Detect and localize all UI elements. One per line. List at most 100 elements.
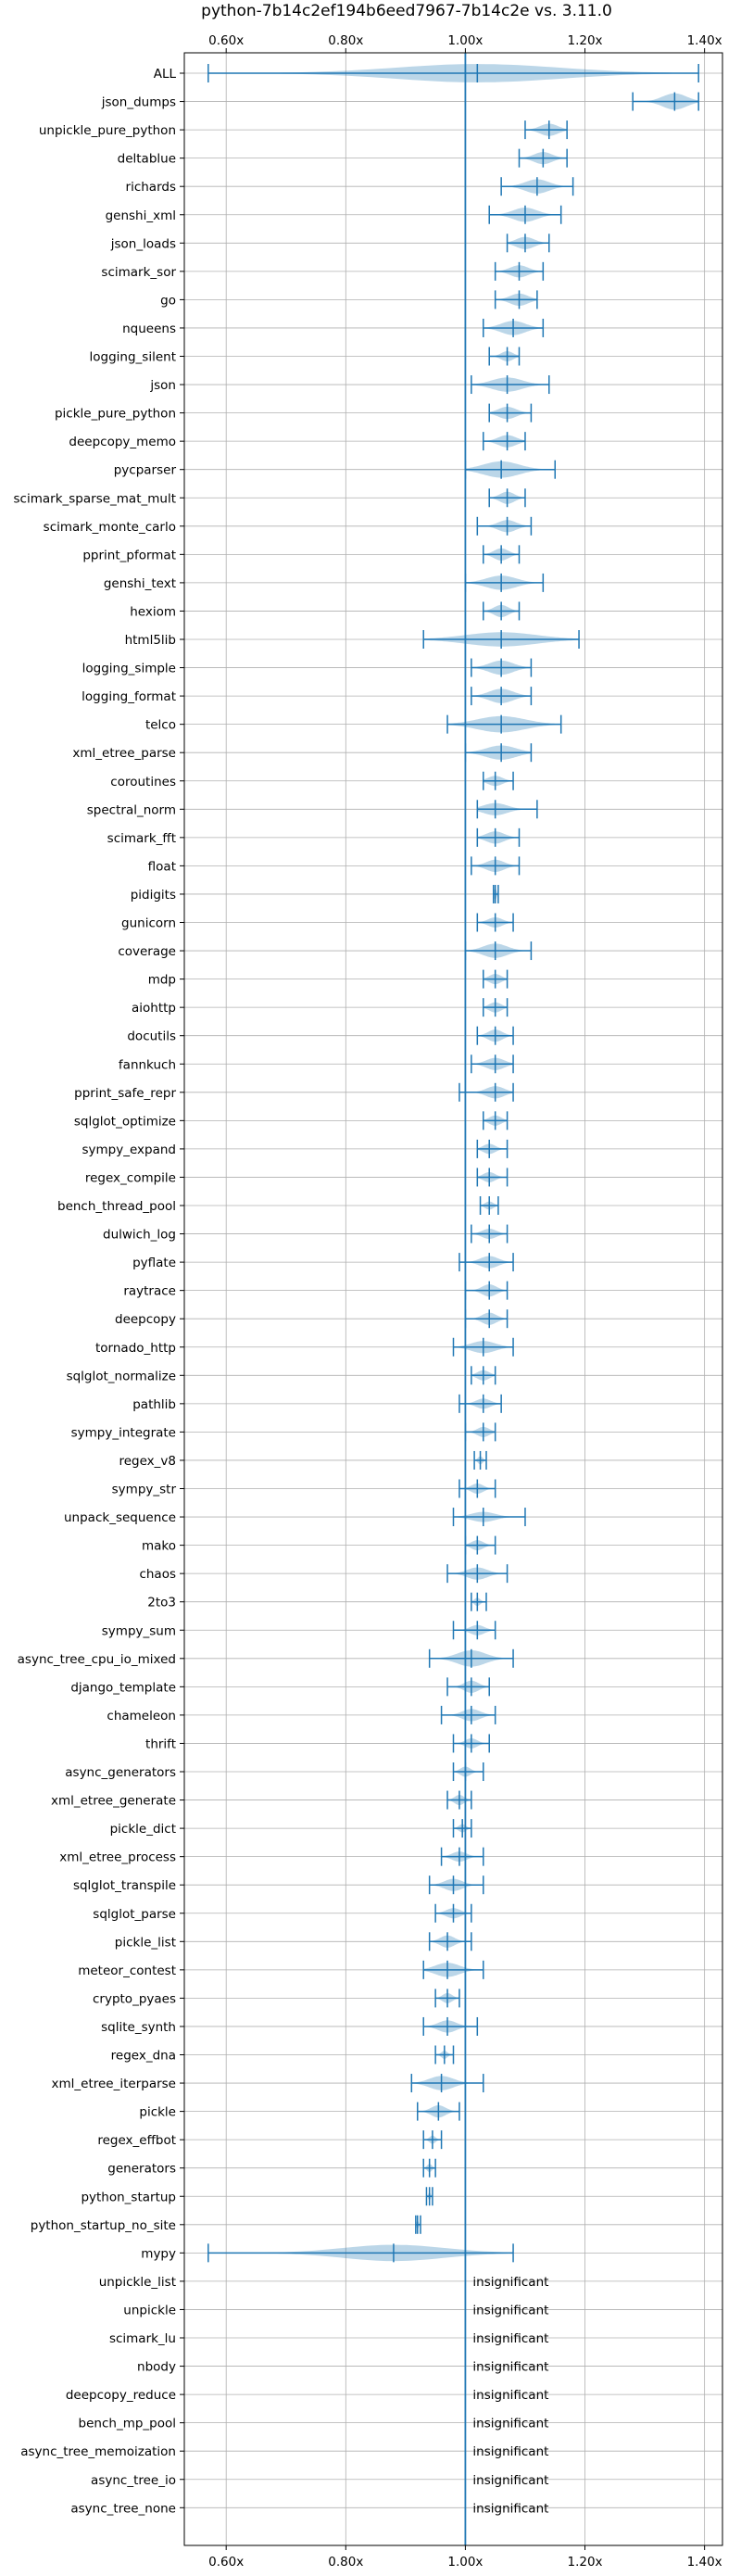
insignificant-label: insignificant <box>472 2303 548 2317</box>
benchmark-label: coroutines <box>110 775 176 789</box>
benchmark-label: telco <box>145 718 176 733</box>
x-tick-label-bottom: 0.80x <box>328 2555 363 2570</box>
benchmark-label: pycparser <box>114 463 177 478</box>
benchmark-label: scimark_lu <box>109 2331 176 2346</box>
insignificant-label: insignificant <box>472 2388 548 2403</box>
benchmark-label: docutils <box>127 1029 176 1044</box>
benchmark-label: pprint_pformat <box>82 548 176 562</box>
benchmark-label: sympy_sum <box>102 1623 176 1638</box>
violin-layer: insignificant insignificant insignificant i… <box>207 64 699 2516</box>
x-tick-label-bottom: 1.20x <box>567 2555 602 2570</box>
benchmark-label: chameleon <box>107 1709 176 1724</box>
benchmark-label: xml_etree_generate <box>51 1794 176 1809</box>
benchmark-label: unpickle_list <box>99 2275 176 2290</box>
benchmark-label: coverage <box>118 944 176 959</box>
x-tick-label-top: 0.80x <box>328 33 363 48</box>
benchmark-label: nqueens <box>122 322 176 336</box>
benchmark-label: pickle_pure_python <box>55 407 176 422</box>
benchmark-label: scimark_fft <box>107 831 176 846</box>
benchmark-label: sqlglot_normalize <box>67 1369 176 1383</box>
benchmark-label: pickle_dict <box>110 1822 176 1837</box>
benchmark-label: fannkuch <box>119 1057 176 1072</box>
category-label-layer: ALL json_dumps unpickle_pure_pythondeltabl… <box>14 67 177 2516</box>
benchmark-label: logging_format <box>82 689 176 704</box>
benchmark-label: regex_v8 <box>119 1454 176 1469</box>
benchmark-label: scimark_sparse_mat_mult <box>14 491 176 506</box>
benchmark-label: xml_etree_process <box>59 1850 176 1865</box>
benchmark-label: gunicorn <box>121 916 176 931</box>
benchmark-label: python_startup <box>81 2190 176 2204</box>
benchmark-label: meteor_contest <box>78 1964 176 1978</box>
benchmark-label: 2to3 <box>147 1596 176 1610</box>
benchmark-label: sympy_expand <box>82 1143 176 1157</box>
benchmark-label: genshi_xml <box>106 208 176 223</box>
x-tick-label-bottom: 0.60x <box>208 2555 244 2570</box>
benchmark-label: pickle <box>139 2105 176 2120</box>
benchmark-label: richards <box>126 180 176 195</box>
x-tick-label-top: 1.40x <box>687 33 722 48</box>
x-tick-label-bottom: 1.00x <box>447 2555 483 2570</box>
benchmark-label: deltablue <box>118 152 176 167</box>
benchmark-label: genshi_text <box>104 576 176 591</box>
chart-title: python-7b14c2ef194b6eed7967-7b14c2e vs. … <box>201 2 612 20</box>
insignificant-label: insignificant <box>472 2275 548 2290</box>
benchmark-label: django_template <box>70 1680 176 1695</box>
benchmark-label: pidigits <box>131 888 176 903</box>
benchmark-label: json <box>149 378 176 393</box>
benchmark-label: xml_etree_parse <box>72 746 176 761</box>
benchmark-label: aiohttp <box>132 1001 176 1016</box>
benchmark-label: thrift <box>145 1736 176 1751</box>
benchmark-label: async_tree_memoization <box>20 2444 176 2459</box>
benchmark-label: scimark_monte_carlo <box>44 520 176 535</box>
benchmark-label: hexiom <box>130 604 176 619</box>
benchmark-label: raytrace <box>123 1284 176 1299</box>
benchmark-label: spectral_norm <box>87 802 176 817</box>
grid-layer <box>184 53 722 2545</box>
benchmark-label: dulwich_log <box>103 1228 176 1243</box>
insignificant-label: insignificant <box>472 2360 548 2375</box>
benchmark-label: mypy <box>141 2246 176 2261</box>
benchmark-label: nbody <box>137 2360 176 2375</box>
plot-frame <box>183 52 723 2546</box>
benchmark-label: bench_thread_pool <box>57 1199 176 1214</box>
benchmark-label: logging_simple <box>82 662 176 676</box>
benchmark-label: pickle_list <box>115 1935 176 1950</box>
benchmark-label: regex_effbot <box>97 2133 176 2148</box>
benchmark-label: regex_compile <box>85 1170 176 1185</box>
benchmark-label: generators <box>107 2162 176 2177</box>
benchmark-label: pyflate <box>132 1256 176 1270</box>
benchmark-label: sympy_str <box>112 1483 177 1497</box>
benchmark-label: pprint_safe_repr <box>74 1086 176 1101</box>
benchmark-label: sqlglot_parse <box>93 1907 176 1922</box>
benchmark-label: async_tree_cpu_io_mixed <box>18 1652 176 1667</box>
benchmark-label: sqlglot_optimize <box>74 1114 176 1129</box>
benchmark-label: mako <box>142 1539 176 1554</box>
x-tick-label-top: 1.00x <box>447 33 483 48</box>
benchmark-label: tornado_http <box>95 1341 176 1356</box>
benchmark-label: unpickle_pure_python <box>39 123 176 138</box>
benchmark-label: deepcopy <box>115 1312 176 1327</box>
x-tick-label-top: 0.60x <box>208 33 244 48</box>
insignificant-label: insignificant <box>472 2501 548 2516</box>
benchmark-label: json_dumps <box>101 95 176 110</box>
benchmark-label: python_startup_no_site <box>31 2218 176 2233</box>
x-tick-label-top: 1.20x <box>567 33 602 48</box>
benchmark-label: unpack_sequence <box>64 1510 176 1525</box>
benchmark-label: deepcopy_memo <box>69 435 176 449</box>
x-tick-layer: 0.60x 0.60x 0.80x 0.80x 1.00x 1.00x 1.20x 1.20x… <box>180 33 722 2570</box>
x-tick-label-bottom: 1.40x <box>687 2555 722 2570</box>
benchmark-label: bench_mp_pool <box>79 2417 176 2431</box>
benchmark-label: async_tree_io <box>91 2473 176 2488</box>
benchmark-label: mdp <box>148 973 176 988</box>
benchmark-label: html5lib <box>125 633 176 648</box>
benchmark-label: unpickle <box>123 2303 176 2317</box>
benchmark-label: go <box>160 293 176 308</box>
insignificant-label: insignificant <box>472 2473 548 2488</box>
benchmark-label: chaos <box>139 1567 176 1582</box>
benchmark-label: ALL <box>154 67 177 82</box>
benchmark-label: regex_dna <box>111 2049 176 2064</box>
benchmark-label: pathlib <box>132 1397 176 1412</box>
benchmark-label: json_loads <box>110 236 176 251</box>
